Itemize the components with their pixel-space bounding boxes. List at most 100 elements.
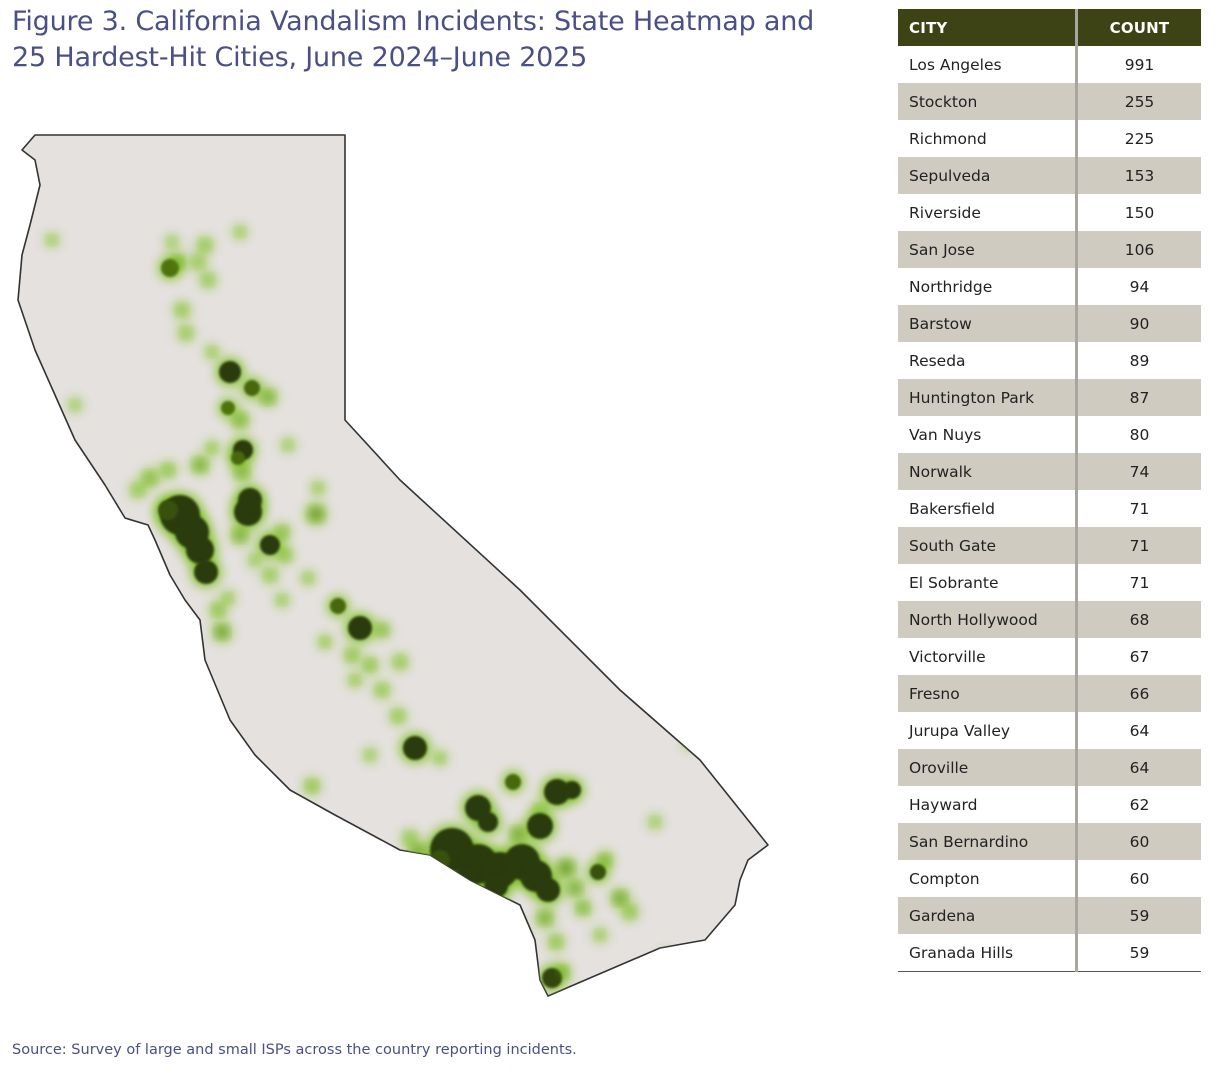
count-cell: 66 bbox=[1076, 675, 1201, 712]
count-column-header: COUNT bbox=[1076, 9, 1201, 46]
heat-spot bbox=[560, 862, 572, 874]
heat-spot bbox=[415, 880, 425, 890]
heat-spot bbox=[145, 473, 155, 483]
heat-spot bbox=[495, 900, 505, 910]
city-cell: Sepulveda bbox=[898, 157, 1078, 194]
count-cell: 89 bbox=[1129, 351, 1150, 370]
city-cell: Barstow bbox=[898, 305, 1078, 342]
table-row: Granada Hills 59 bbox=[898, 934, 1201, 972]
heat-spot bbox=[570, 883, 580, 893]
city-cell: Riverside bbox=[898, 194, 1078, 231]
count-cell: 74 bbox=[1076, 453, 1201, 490]
heat-spot bbox=[238, 488, 262, 512]
city-cell: Richmond bbox=[898, 120, 1078, 157]
table-row: Stockton 255 bbox=[898, 83, 1201, 120]
table-row: El Sobrante 71 bbox=[898, 564, 1201, 601]
city-cell: South Gate bbox=[898, 527, 1078, 564]
count-cell: 153 bbox=[1076, 157, 1201, 194]
table-row: Reseda 89 bbox=[898, 342, 1201, 379]
table-row: Northridge 94 bbox=[898, 268, 1201, 305]
count-cell: 59 bbox=[1076, 934, 1201, 972]
heat-spot bbox=[321, 638, 329, 646]
city-cell: Huntington Park bbox=[898, 379, 1078, 416]
count-cell: 71 bbox=[1076, 527, 1201, 564]
heat-spot bbox=[505, 774, 521, 790]
count-cell: 68 bbox=[1076, 601, 1201, 638]
heat-spot bbox=[430, 850, 450, 870]
heat-spot bbox=[536, 878, 560, 902]
table-row: Gardena 59 bbox=[898, 897, 1201, 934]
heat-spot bbox=[403, 736, 427, 760]
city-column-header: CITY bbox=[898, 9, 1078, 46]
heat-spot bbox=[542, 968, 562, 988]
heat-spot bbox=[277, 527, 287, 537]
heat-spot bbox=[48, 236, 56, 244]
city-cell: Northridge bbox=[898, 268, 1078, 305]
table-row: Bakersfield 71 bbox=[898, 490, 1201, 527]
city-cell: Gardena bbox=[898, 897, 1078, 934]
heat-spot bbox=[208, 348, 216, 356]
count-cell: 80 bbox=[1129, 425, 1150, 444]
heat-spot bbox=[307, 781, 317, 791]
heat-spot bbox=[527, 813, 553, 839]
heat-spot bbox=[237, 467, 247, 477]
california-heatmap bbox=[17, 134, 769, 997]
table-row: Riverside 150 bbox=[898, 194, 1201, 231]
table-row: Huntington Park 87 bbox=[898, 379, 1201, 416]
table-row: Fresno 66 bbox=[898, 675, 1201, 712]
heat-spot bbox=[557, 967, 567, 977]
heat-spot bbox=[235, 415, 245, 425]
heat-layer bbox=[43, 223, 699, 992]
heat-spot bbox=[377, 685, 387, 695]
count-cell: 62 bbox=[1129, 795, 1150, 814]
table-row: Compton 60 bbox=[898, 860, 1201, 897]
california-outline bbox=[17, 134, 769, 997]
heat-spot bbox=[403, 865, 413, 875]
city-cell: Hayward bbox=[898, 786, 1078, 823]
heat-spot bbox=[163, 465, 173, 475]
heat-spot bbox=[590, 864, 606, 880]
table-row: Hayward 62 bbox=[898, 786, 1201, 823]
figure-title-line-2: 25 Hardest-Hit Cities, June 2024–June 20… bbox=[12, 42, 588, 73]
heat-spot bbox=[310, 508, 322, 520]
heat-spot bbox=[348, 616, 372, 640]
heat-spot bbox=[615, 893, 625, 903]
heat-spot bbox=[330, 598, 346, 614]
heat-spot bbox=[244, 380, 260, 396]
count-cell: 64 bbox=[1129, 721, 1150, 740]
figure-title: Figure 3. California Vandalism Incidents… bbox=[12, 4, 842, 76]
heat-spot bbox=[231, 451, 245, 465]
top-cities-table: CITY COUNT Los Angeles 991 Stockton 255 Rich… bbox=[898, 9, 1201, 972]
heat-spot bbox=[235, 530, 245, 540]
count-cell: 64 bbox=[1076, 749, 1201, 786]
city-cell: San Bernardino bbox=[898, 823, 1078, 860]
heat-spot bbox=[412, 846, 424, 858]
heat-spot bbox=[251, 556, 259, 564]
table-row: Van Nuys 80 bbox=[898, 416, 1201, 453]
table-row: North Hollywood 68 bbox=[898, 601, 1201, 638]
source-note: Source: Survey of large and small ISPs a… bbox=[12, 1042, 577, 1058]
heat-spot bbox=[551, 937, 561, 947]
heat-halo bbox=[410, 875, 430, 895]
heat-spot bbox=[203, 275, 213, 285]
heat-spot bbox=[260, 535, 280, 555]
city-cell: Fresno bbox=[898, 675, 1078, 712]
heat-spot bbox=[304, 574, 312, 582]
heat-spot bbox=[284, 441, 292, 449]
count-cell: 150 bbox=[1124, 203, 1155, 222]
heat-spot bbox=[280, 550, 290, 560]
heat-spot bbox=[661, 954, 669, 962]
heat-spot bbox=[540, 913, 550, 923]
city-cell: Victorville bbox=[898, 638, 1078, 675]
figure-title-line-1: Figure 3. California Vandalism Incidents… bbox=[12, 6, 815, 37]
table-row: Victorville 67 bbox=[898, 638, 1201, 675]
table-row: Oroville 64 bbox=[898, 749, 1201, 786]
count-cell: 255 bbox=[1076, 83, 1201, 120]
heat-spot bbox=[484, 874, 508, 898]
heat-spot bbox=[186, 536, 214, 564]
heat-spot bbox=[393, 711, 403, 721]
heat-spot bbox=[213, 605, 223, 615]
heat-spot bbox=[377, 625, 387, 635]
heat-halo bbox=[511, 931, 529, 949]
count-cell: 60 bbox=[1076, 823, 1201, 860]
